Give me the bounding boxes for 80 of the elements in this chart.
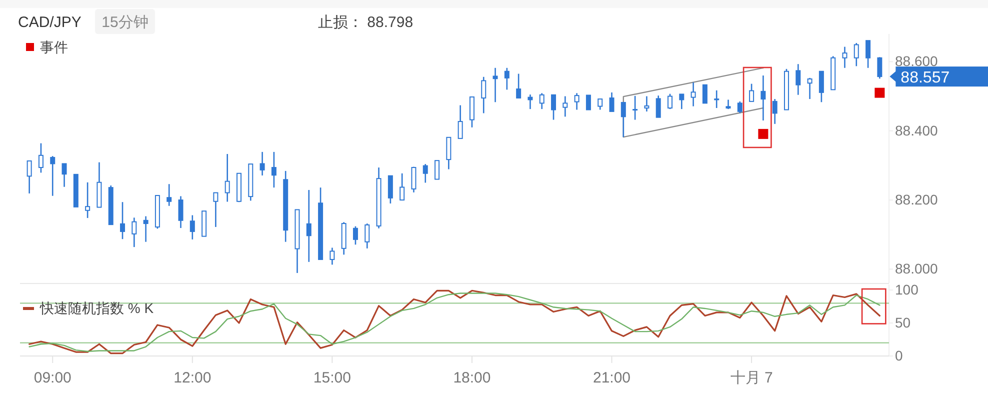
candlestick (866, 40, 871, 69)
candlestick (562, 96, 568, 118)
candlestick (388, 175, 393, 204)
x-tick-label: 十月 7 (730, 370, 773, 386)
candlestick (50, 155, 56, 196)
y-tick-label: 100 (895, 281, 919, 298)
chart-title: CAD/JPY (18, 14, 82, 31)
candlestick (842, 46, 848, 69)
candlestick (260, 151, 265, 176)
candlestick (132, 216, 137, 248)
candlestick (854, 42, 859, 67)
text: 止损： 88.798 (318, 14, 414, 31)
candlestick (574, 92, 580, 110)
candlestick (516, 73, 522, 99)
candlestick (481, 76, 486, 114)
candlestick (749, 83, 754, 102)
candlestick (469, 96, 474, 128)
candlestick (330, 247, 335, 266)
candlestick (422, 163, 428, 184)
candlestick (877, 56, 882, 80)
candlestick (364, 222, 370, 250)
candlestick (446, 136, 452, 170)
candlestick (411, 166, 416, 194)
candlestick (458, 104, 463, 140)
candlestick (609, 92, 614, 112)
candlestick (400, 172, 405, 201)
candlestick (352, 226, 358, 246)
annotation: 88.557 (900, 70, 950, 87)
candlestick (690, 82, 696, 107)
candlestick (679, 94, 684, 110)
candlestick (271, 151, 276, 188)
candlestick (586, 94, 591, 110)
candlestick (668, 93, 673, 110)
x-tick-label: 15:00 (313, 370, 351, 386)
candlestick (772, 98, 778, 125)
y-tick-label: 50 (895, 314, 911, 330)
candlestick (702, 84, 708, 104)
x-tick-label: 09:00 (34, 370, 72, 386)
candlestick (143, 216, 148, 242)
line-series (622, 67, 764, 138)
y-tick-label: 88.200 (895, 191, 938, 208)
candlestick (818, 70, 824, 103)
candlestick (714, 90, 720, 109)
candlestick (38, 142, 44, 174)
candlestick (620, 102, 626, 138)
y-tick-label: 0 (895, 347, 903, 364)
candlestick (504, 67, 510, 90)
chart-subtitle: 15分钟 (102, 14, 148, 31)
candlestick (62, 163, 67, 188)
candlestick (539, 92, 544, 110)
y-tick-label: 88.600 (895, 53, 938, 70)
y-tick-label: 88.400 (895, 122, 938, 138)
x-tick-label: 12:00 (174, 370, 212, 386)
candlestick (306, 189, 312, 263)
legend-label: 事件 (40, 39, 68, 55)
candlestick (213, 192, 218, 228)
candlestick (632, 95, 638, 120)
candlestick (807, 77, 812, 100)
y-tick-label: 88.000 (895, 260, 938, 277)
candlestick (551, 94, 556, 120)
candlestick (434, 160, 440, 180)
candlestick (224, 153, 230, 202)
candlestick (760, 74, 766, 122)
candlestick (528, 94, 533, 110)
candlestick (656, 94, 661, 118)
legend-label: 快速随机指数 % K (39, 300, 154, 316)
candlestick (120, 201, 126, 240)
candlestick (178, 196, 184, 229)
candlestick (726, 99, 731, 110)
x-tick-label: 21:00 (592, 370, 631, 386)
x-tick-label: 18:00 (453, 370, 491, 386)
candlestick (190, 214, 195, 240)
candlestick (26, 160, 32, 194)
candlestick (166, 183, 172, 207)
candlestick (598, 98, 603, 110)
candlestick (737, 100, 742, 114)
candlestick (644, 96, 650, 112)
candlestick (85, 182, 90, 219)
candlestick (796, 63, 801, 96)
candlestick (492, 67, 498, 103)
